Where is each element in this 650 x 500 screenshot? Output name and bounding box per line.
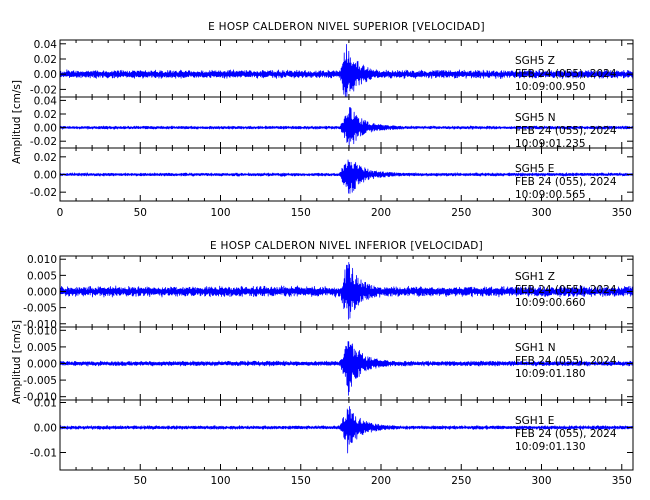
y-tick-label: 0.010 [27, 254, 57, 266]
waveform-trace [60, 341, 633, 396]
waveform-trace [60, 159, 633, 194]
x-tick-label: 250 [451, 475, 471, 487]
y-tick-label: 0.04 [34, 39, 58, 51]
y-tick-label: 0.02 [34, 152, 57, 164]
channel-date: FEB 24 (055), 2024 [515, 284, 617, 296]
x-tick-label: 100 [210, 475, 230, 487]
x-tick-label: 350 [612, 475, 632, 487]
channel-label: SGH5 N [515, 112, 556, 124]
chart-title: E HOSP CALDERON NIVEL SUPERIOR [VELOCIDA… [208, 21, 485, 33]
x-tick-label: 150 [291, 475, 311, 487]
channel-label: SGH1 E [515, 415, 554, 427]
y-axis-label: Amplitud [cm/s] [11, 80, 23, 164]
panel-frame [59, 399, 634, 471]
y-tick-label: 0.00 [34, 423, 57, 435]
y-tick-label: 0.00 [34, 69, 57, 81]
x-tick-label: 300 [531, 207, 551, 219]
channel-time: 10:09:00.660 [515, 297, 586, 309]
y-tick-label: 0.04 [34, 95, 58, 107]
waveform-trace [60, 43, 633, 97]
channel-date: FEB 24 (055), 2024 [515, 428, 617, 440]
y-tick-label: -0.02 [30, 136, 57, 148]
x-tick-label: 150 [291, 207, 311, 219]
y-tick-label: -0.02 [30, 84, 57, 96]
y-tick-label: 0.00 [34, 123, 57, 135]
channel-date: FEB 24 (055), 2024 [515, 176, 617, 188]
channel-date: FEB 24 (055), 2024 [515, 125, 617, 137]
y-axis-label: Amplitud [cm/s] [11, 320, 23, 404]
channel-label: SGH1 Z [515, 271, 555, 283]
chart-group-2: E HOSP CALDERON NIVEL INFERIOR [VELOCIDA… [11, 240, 634, 487]
x-tick-label: 100 [210, 207, 230, 219]
x-tick-label: 200 [371, 207, 391, 219]
x-tick-label: 250 [451, 207, 471, 219]
channel-time: 10:09:01.235 [515, 138, 586, 150]
x-tick-label: 350 [612, 207, 632, 219]
chart-group-1: E HOSP CALDERON NIVEL SUPERIOR [VELOCIDA… [11, 21, 634, 219]
channel-time: 10:09:01.130 [515, 441, 586, 453]
y-tick-label: 0.02 [34, 54, 57, 66]
y-tick-label: 0.005 [27, 342, 57, 354]
channel-date: FEB 24 (055), 2024 [515, 355, 617, 367]
y-tick-label: 0.010 [27, 325, 57, 337]
y-tick-label: -0.010 [23, 392, 57, 404]
waveform-trace [60, 406, 633, 454]
y-tick-label: -0.005 [23, 375, 57, 387]
channel-time: 10:09:00.565 [515, 189, 586, 201]
x-tick-label: 300 [531, 475, 551, 487]
channel-label: SGH5 Z [515, 55, 555, 67]
y-tick-label: 0.00 [34, 170, 57, 182]
waveform-trace [60, 107, 633, 148]
x-tick-label: 200 [371, 475, 391, 487]
x-tick-label: 50 [134, 475, 147, 487]
x-tick-label: 0 [57, 207, 64, 219]
waveform-trace [60, 261, 633, 320]
channel-label: SGH5 E [515, 163, 554, 175]
y-tick-label: 0.000 [27, 287, 57, 299]
channel-time: 10:09:00.950 [515, 81, 586, 93]
y-tick-label: -0.005 [23, 303, 57, 315]
y-tick-label: -0.02 [30, 187, 57, 199]
chart-title: E HOSP CALDERON NIVEL INFERIOR [VELOCIDA… [210, 240, 483, 252]
channel-time: 10:09:01.180 [515, 368, 586, 380]
channel-label: SGH1 N [515, 342, 556, 354]
y-tick-label: 0.02 [34, 109, 57, 121]
y-tick-label: -0.01 [30, 448, 57, 460]
x-tick-label: 50 [134, 207, 147, 219]
y-tick-label: 0.000 [27, 359, 57, 371]
y-tick-label: 0.01 [34, 398, 57, 410]
y-tick-label: 0.005 [27, 270, 57, 282]
y-tick-label: -0.010 [23, 319, 57, 331]
channel-date: FEB 24 (055), 2024 [515, 68, 617, 80]
